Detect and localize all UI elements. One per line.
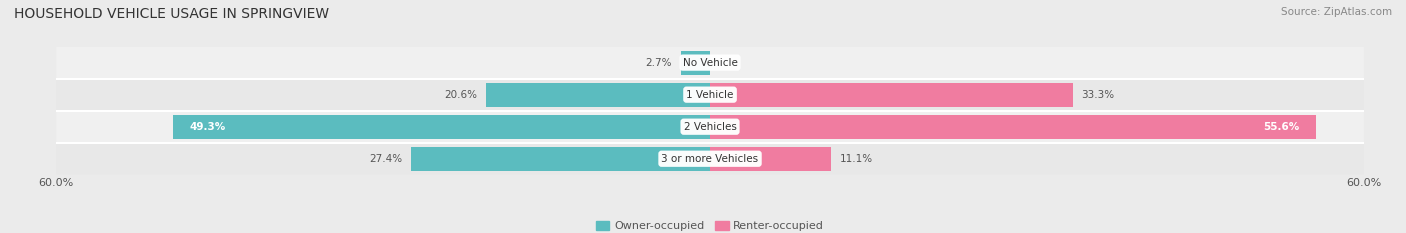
Text: 3 or more Vehicles: 3 or more Vehicles (661, 154, 759, 164)
Bar (173, 115, 710, 139)
Text: No Vehicle: No Vehicle (682, 58, 738, 68)
Text: 49.3%: 49.3% (190, 122, 225, 132)
FancyBboxPatch shape (56, 47, 1364, 79)
Text: 20.6%: 20.6% (444, 90, 477, 100)
FancyBboxPatch shape (56, 143, 1364, 175)
Bar (710, 115, 1316, 139)
Text: 2.7%: 2.7% (645, 58, 672, 68)
Text: 2 Vehicles: 2 Vehicles (683, 122, 737, 132)
Text: 33.3%: 33.3% (1081, 90, 1115, 100)
Text: 11.1%: 11.1% (839, 154, 873, 164)
FancyBboxPatch shape (56, 79, 1364, 110)
Legend: Owner-occupied, Renter-occupied: Owner-occupied, Renter-occupied (592, 217, 828, 233)
Bar (485, 83, 710, 107)
Bar (710, 83, 1073, 107)
Text: 27.4%: 27.4% (370, 154, 402, 164)
Bar (412, 147, 710, 171)
FancyBboxPatch shape (56, 111, 1364, 143)
Text: HOUSEHOLD VEHICLE USAGE IN SPRINGVIEW: HOUSEHOLD VEHICLE USAGE IN SPRINGVIEW (14, 7, 329, 21)
Text: 1 Vehicle: 1 Vehicle (686, 90, 734, 100)
Text: Source: ZipAtlas.com: Source: ZipAtlas.com (1281, 7, 1392, 17)
Bar (710, 147, 831, 171)
Bar (681, 51, 710, 75)
Text: 55.6%: 55.6% (1263, 122, 1299, 132)
